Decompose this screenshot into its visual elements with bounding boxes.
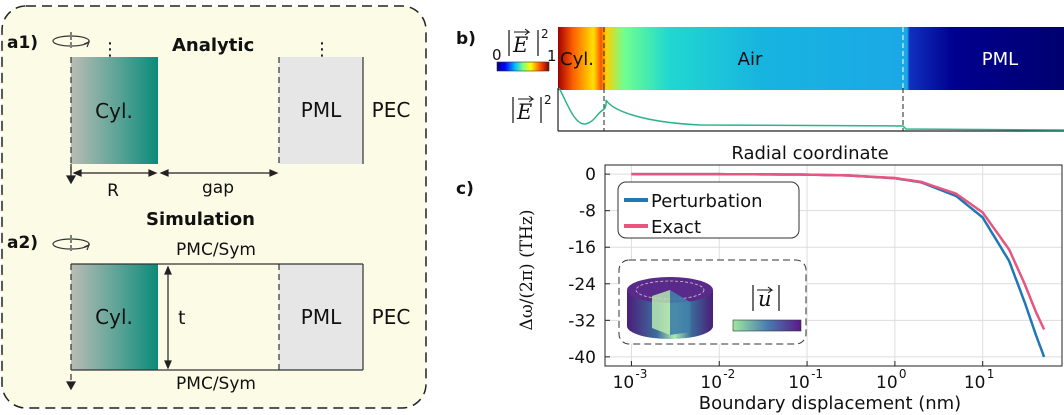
pml-label-a2: PML: [301, 305, 342, 329]
field-profile-exponent: 2: [544, 93, 552, 107]
y-tick-label: -32: [568, 311, 596, 331]
x-tick-label: 10: [876, 373, 898, 393]
y-axis-label: Δω/(2π) (THz): [517, 210, 537, 331]
a1-title: Analytic: [172, 35, 254, 56]
panel-b-label: b): [456, 29, 476, 49]
y-tick-label: -40: [568, 348, 596, 368]
legend: Perturbation Exact: [617, 181, 800, 239]
y-tick-label: -8: [579, 202, 596, 222]
a2-title: Simulation: [146, 209, 255, 230]
y-tick-label: 0: [585, 165, 596, 185]
cylinder-label-a2: Cyl.: [95, 305, 133, 329]
series-lines: [631, 172, 1046, 358]
x-tick-exponent: -2: [723, 367, 735, 381]
thickness-label: t: [178, 307, 185, 329]
pmc-bottom-label: PMC/Sym: [176, 374, 256, 394]
x-tick-exponent: 0: [899, 367, 907, 381]
y-tick-label: -16: [568, 238, 596, 258]
radial-axis-label: Radial coordinate: [731, 143, 888, 164]
radius-label: R: [107, 181, 119, 201]
region-pml: PML: [982, 49, 1018, 70]
x-tick-label: 10: [964, 373, 986, 393]
domain-outline-a2: [70, 263, 364, 388]
inset: u: [618, 259, 807, 345]
x-tick-exponent: -3: [635, 367, 647, 381]
panel-b: b) 0 1 E 2 Cyl. Air PML E 2: [456, 27, 1064, 164]
x-ticks: 10 -3 10 -2 10 -1 10 0 10 1: [613, 361, 995, 393]
panel-c-label: c): [456, 179, 474, 199]
panel-a: a1) Analytic ⋮ ⋮ Cyl. PML PEC R gap: [1, 5, 427, 409]
dots-right-a1: ⋮: [313, 39, 331, 60]
cylinder-region-a1: [71, 57, 158, 164]
x-tick-label: 10: [788, 373, 810, 393]
colorbar-field-label: E 2: [508, 27, 549, 57]
dimension-arrows-a1: [65, 164, 279, 185]
a1-label: a1): [7, 33, 38, 53]
field-profile-curve: [558, 87, 1064, 131]
rotation-icon-a2: [52, 235, 91, 251]
x-tick-label: 10: [613, 373, 635, 393]
series-line-exact: [631, 172, 1046, 331]
pmc-top-label: PMC/Sym: [176, 240, 256, 260]
pec-label-a2: PEC: [372, 305, 411, 329]
cylinder-label-a1: Cyl.: [95, 99, 133, 123]
field-profile-plot: [557, 87, 1064, 132]
colorbar-max: 1: [547, 47, 557, 65]
field-profile-label: E 2: [512, 93, 552, 124]
gap-label: gap: [202, 178, 234, 198]
legend-label-perturbation: Perturbation: [651, 191, 763, 212]
panel-c: c) Δω/(2π) (THz) 0-8-16-24-32-40 10 -3 10-…: [456, 164, 1063, 414]
pml-region-a1: [279, 57, 363, 164]
rotation-icon-a1: [52, 32, 91, 48]
legend-label-exact: Exact: [651, 217, 701, 238]
region-cyl: Cyl.: [560, 49, 594, 70]
plot-area: [604, 164, 1063, 367]
pml-region-a2: [279, 264, 363, 370]
inset-colorbar: u: [732, 285, 802, 332]
colorbar: [496, 61, 550, 72]
disk-icon: [627, 277, 713, 339]
x-axis-label: Boundary displacement (nm): [699, 393, 961, 414]
x-tick-label: 10: [700, 373, 722, 393]
a2-label: a2): [7, 233, 38, 253]
colorbar-min: 0: [492, 46, 502, 64]
legend-box: [617, 181, 800, 239]
colorbar-field-exponent: 2: [541, 27, 549, 41]
field-map: [558, 27, 1064, 90]
x-tick-exponent: 1: [987, 367, 995, 381]
region-air: Air: [738, 49, 763, 70]
field-profile-letter: E: [516, 100, 532, 124]
y-tick-label: -24: [568, 275, 596, 295]
colorbar-field-letter: E: [512, 33, 528, 57]
y-ticks: 0 -8 -16 -24 -32 -40: [568, 165, 610, 368]
inset-field-letter: u: [758, 287, 772, 311]
pml-label-a1: PML: [301, 98, 342, 122]
thickness-arrow: [65, 265, 172, 391]
x-tick-exponent: -1: [811, 367, 823, 381]
cylinder-region-a2: [71, 264, 158, 370]
pec-label-a1: PEC: [372, 98, 411, 122]
dots-left-a1: ⋮: [101, 39, 119, 60]
